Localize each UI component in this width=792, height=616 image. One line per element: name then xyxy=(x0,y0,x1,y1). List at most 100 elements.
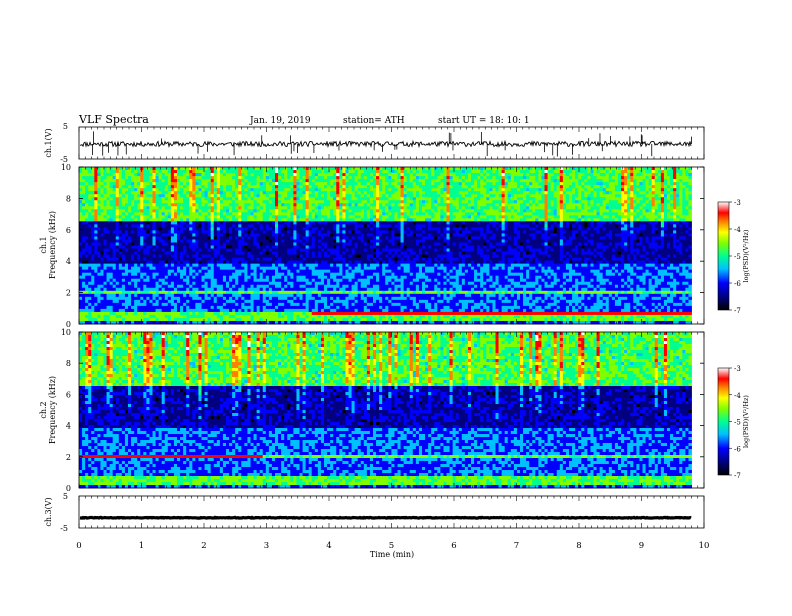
spectrogram-cell xyxy=(149,179,152,182)
spectrogram-cell xyxy=(91,252,94,255)
spectrogram-cell xyxy=(125,291,128,294)
spectrogram-cell xyxy=(128,170,131,173)
spectrogram-cell xyxy=(361,188,364,191)
spectrogram-cell xyxy=(318,212,321,215)
spectrogram-cell xyxy=(226,252,229,255)
spectrogram-cell xyxy=(153,312,156,315)
spectrogram-cell xyxy=(119,285,122,288)
spectrogram-cell xyxy=(125,194,128,197)
spectrogram-cell xyxy=(100,209,103,212)
spectrogram-cell xyxy=(303,197,306,200)
spectrogram-cell xyxy=(229,197,232,200)
spectrogram-cell xyxy=(134,239,137,242)
spectrogram-cell xyxy=(122,218,125,221)
spectrogram-cell xyxy=(217,300,220,303)
spectrogram-cell xyxy=(180,233,183,236)
spectrogram-cell xyxy=(300,249,303,252)
spectrogram-cell xyxy=(192,288,195,291)
spectrogram-cell xyxy=(94,212,97,215)
spectrogram-cell xyxy=(321,315,324,318)
spectrogram-cell xyxy=(244,239,247,242)
spectrogram-cell xyxy=(339,276,342,279)
spectrogram-cell xyxy=(275,227,278,230)
spectrogram-cell xyxy=(272,182,275,185)
spectrogram-cell xyxy=(171,300,174,303)
spectrogram-cell xyxy=(91,264,94,267)
spectrogram-cell xyxy=(312,258,315,261)
spectrogram-cell xyxy=(349,306,352,309)
spectrogram-cell xyxy=(336,242,339,245)
spectrogram-cell xyxy=(149,227,152,230)
spectrogram-cell xyxy=(300,230,303,233)
spectrogram-cell xyxy=(367,230,370,233)
spectrogram-cell xyxy=(244,303,247,306)
spectrogram-cell xyxy=(168,224,171,227)
spectrogram-cell xyxy=(113,212,116,215)
spectrogram-cell xyxy=(266,230,269,233)
spectrogram-cell xyxy=(100,176,103,179)
spectrogram-cell xyxy=(254,267,257,270)
spectrogram-cell xyxy=(107,167,110,170)
spectrogram-cell xyxy=(327,233,330,236)
spectrogram-cell xyxy=(287,209,290,212)
spectrogram-cell xyxy=(300,167,303,170)
spectrogram-cell xyxy=(321,185,324,188)
spectrogram-cell xyxy=(345,194,348,197)
spectrogram-cell xyxy=(296,176,299,179)
spectrogram-cell xyxy=(162,273,165,276)
spectrogram-cell xyxy=(156,285,159,288)
spectrogram-cell xyxy=(287,197,290,200)
spectrogram-cell xyxy=(153,227,156,230)
spectrogram-cell xyxy=(367,206,370,209)
spectrogram-cell xyxy=(113,236,116,239)
spectrogram-cell xyxy=(100,224,103,227)
spectrogram-cell xyxy=(116,185,119,188)
spectrogram-cell xyxy=(202,261,205,264)
spectrogram-cell xyxy=(226,318,229,321)
spectrogram-cell xyxy=(146,276,149,279)
spectrogram-cell xyxy=(296,312,299,315)
spectrogram-cell xyxy=(220,242,223,245)
spectrogram-cell xyxy=(336,209,339,212)
spectrogram-cell xyxy=(318,182,321,185)
spectrogram-cell xyxy=(220,267,223,270)
spectrogram-cell xyxy=(339,279,342,282)
spectrogram-cell xyxy=(358,300,361,303)
spectrogram-cell xyxy=(195,185,198,188)
spectrogram-cell xyxy=(100,282,103,285)
spectrogram-cell xyxy=(296,300,299,303)
spectrogram-cell xyxy=(125,206,128,209)
spectrogram-cell xyxy=(125,200,128,203)
spectrogram-cell xyxy=(107,270,110,273)
spectrogram-cell xyxy=(235,309,238,312)
spectrogram-cell xyxy=(275,303,278,306)
spectrogram-cell xyxy=(349,261,352,264)
spectrogram-cell xyxy=(303,288,306,291)
spectrogram-cell xyxy=(134,291,137,294)
spectrogram-cell xyxy=(131,282,134,285)
spectrogram-cell xyxy=(281,264,284,267)
spectrogram-cell xyxy=(232,300,235,303)
spectrogram-cell xyxy=(91,200,94,203)
spectrogram-cell xyxy=(91,188,94,191)
spectrogram-cell xyxy=(156,255,159,258)
spectrogram-cell xyxy=(306,215,309,218)
spectrogram-cell xyxy=(287,315,290,318)
spectrogram-cell xyxy=(336,191,339,194)
spectrogram-cell xyxy=(171,291,174,294)
spectrogram-cell xyxy=(171,179,174,182)
spectrogram-cell xyxy=(220,224,223,227)
spectrogram-cell xyxy=(88,297,91,300)
spectrogram-cell xyxy=(345,297,348,300)
spectrogram-cell xyxy=(300,294,303,297)
spectrogram-cell xyxy=(220,300,223,303)
spectrogram-cell xyxy=(171,212,174,215)
spectrogram-cell xyxy=(180,173,183,176)
spectrogram-cell xyxy=(361,279,364,282)
spectrogram-cell xyxy=(333,218,336,221)
spectrogram-cell xyxy=(284,258,287,261)
spectrogram-cell xyxy=(257,179,260,182)
spectrogram-cell xyxy=(327,273,330,276)
spectrogram-cell xyxy=(220,200,223,203)
spectrogram-cell xyxy=(159,312,162,315)
